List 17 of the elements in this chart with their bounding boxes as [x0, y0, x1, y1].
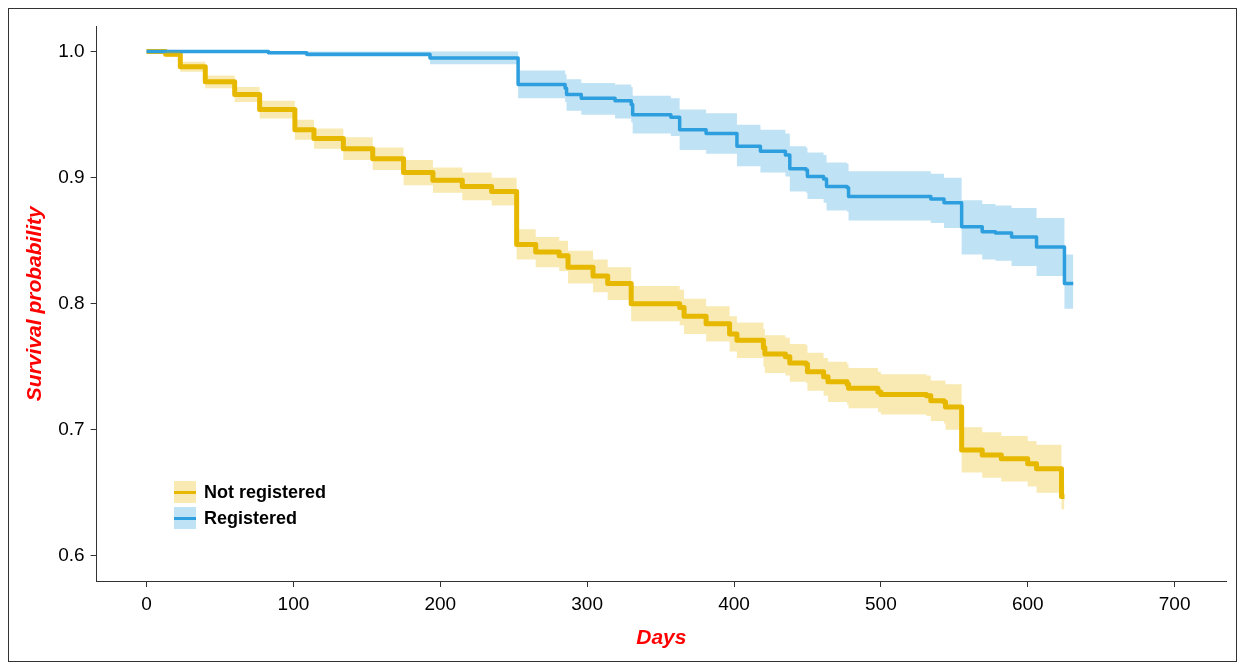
y-tick-label: 0.9: [58, 165, 85, 187]
x-tick-label: 400: [718, 592, 750, 614]
x-tick-label: 700: [1158, 592, 1191, 614]
y-tick-label: 0.8: [58, 291, 85, 313]
x-tick-label: 200: [424, 592, 457, 614]
y-tick-label: 0.7: [58, 417, 85, 439]
x-tick-label: 600: [1011, 592, 1044, 614]
legend-label: Registered: [204, 507, 298, 529]
x-tick-label: 100: [277, 592, 310, 614]
x-tick-label: 500: [865, 592, 897, 614]
y-tick-label: 0.6: [58, 544, 85, 566]
y-axis-title: Survival probability: [22, 204, 46, 402]
x-tick-label: 300: [571, 592, 603, 614]
x-axis-title: Days: [636, 625, 687, 649]
y-tick-label: 1.0: [58, 39, 85, 61]
x-tick-label: 0: [141, 592, 152, 614]
legend-label: Not registered: [204, 481, 327, 503]
